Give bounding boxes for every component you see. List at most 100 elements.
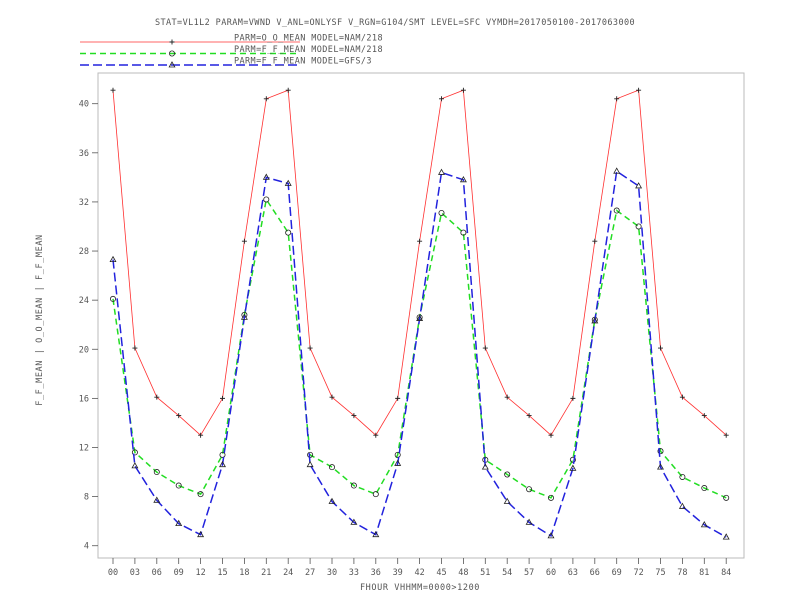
x-tick-label: 84 [721,568,731,578]
legend-label: PARM=F_F_MEAN MODEL=GFS/3 [234,57,372,67]
circle-marker [350,482,357,489]
triangle-marker [219,460,226,468]
circle-marker [153,469,160,476]
triangle-marker [481,463,489,470]
x-tick-label: 54 [502,568,512,578]
plus-marker [307,345,313,351]
plus-marker [351,413,357,419]
series-line [112,169,727,538]
x-tick-label: 69 [612,568,622,578]
x-tick-label: 81 [699,568,709,578]
triangle-marker [525,518,533,525]
x-tick-label: 21 [261,568,271,578]
plus-marker [658,345,663,351]
plus-marker [679,394,685,400]
x-tick-label: 39 [393,568,403,578]
x-tick-label: 66 [590,568,600,578]
y-tick-label: 28 [79,247,89,257]
y-tick-label: 4 [84,542,89,552]
circle-marker [460,229,467,236]
y-tick-label: 32 [79,198,89,208]
plus-marker [110,87,116,93]
legend: PARM=O_O_MEAN MODEL=NAM/218PARM=F_F_MEAN… [80,34,383,68]
plus-marker [460,87,466,93]
plus-marker [373,432,379,438]
circle-marker [285,229,292,236]
y-tick-label: 36 [79,149,89,159]
x-tick-label: 60 [546,568,556,578]
circle-marker [723,494,730,501]
circle-marker [657,448,664,455]
circle-marker [613,207,620,214]
x-tick-label: 09 [174,568,184,578]
y-tick-label: 24 [79,296,89,306]
triangle-marker [175,519,183,527]
plus-marker [176,413,182,419]
triangle-marker [350,518,358,525]
plus-marker [154,394,160,400]
triangle-marker [197,530,205,538]
plus-marker [439,96,444,102]
plus-marker [592,238,598,244]
triangle-marker [262,173,270,180]
x-axis-label: FHOUR VHHMM=0000>1200 [360,583,480,593]
triangle-marker [547,532,555,539]
x-tick-label: 00 [108,568,118,578]
plus-marker [614,96,620,102]
x-tick-label: 51 [480,568,490,578]
x-tick-label: 12 [195,568,205,578]
triangle-marker [635,182,643,189]
series-line [112,89,727,436]
y-axis: 4 8 12 16 20 24 28 32 36 40 [79,100,98,552]
triangle-marker [394,459,402,466]
plot-frame [97,72,745,559]
x-tick-label: 63 [568,568,578,578]
circle-marker [131,449,138,456]
plus-marker [482,345,488,351]
circle-marker [219,451,226,458]
circle-marker [197,491,204,498]
triangle-marker [569,464,577,471]
triangle-marker [416,314,424,321]
x-tick-label: 42 [414,568,424,578]
circle-marker [175,482,182,489]
circle-marker [328,464,335,471]
y-tick-label: 40 [79,100,89,110]
plus-marker [701,413,707,419]
series-1 [110,87,729,438]
plus-marker [198,432,204,438]
triangle-marker [372,530,380,538]
x-tick-label: 24 [283,568,293,578]
triangle-marker [613,167,621,174]
plus-marker [504,394,510,400]
plus-marker [132,345,138,351]
plus-marker [263,96,269,102]
y-tick-label: 16 [79,394,89,404]
series-layer [109,87,730,540]
y-tick-label: 8 [84,493,89,503]
circle-marker [569,456,576,463]
triangle-marker [240,313,248,320]
series-3 [109,167,730,540]
x-tick-label: 33 [349,568,359,578]
circle-marker [548,494,555,501]
legend-label: PARM=O_O_MEAN MODEL=NAM/218 [234,34,383,44]
circle-marker [438,209,445,216]
plus-marker [417,238,423,244]
triangle-marker [700,521,708,528]
x-tick-label: 06 [152,568,162,578]
triangle-marker [306,460,314,468]
legend-label: PARM=F_F_MEAN MODEL=NAM/218 [234,45,383,55]
plus-marker [636,87,642,93]
circle-marker [394,451,401,458]
y-axis-label: F_F_MEAN | O_O_MEAN | F_F_MEAN [35,234,45,406]
series-line [112,197,727,499]
circle-marker [110,295,117,302]
x-tick-label: 36 [371,568,381,578]
plus-marker [570,395,576,401]
y-tick-label: 12 [79,443,89,453]
triangle-marker [459,176,467,183]
plus-marker [395,395,401,401]
circle-marker [635,223,642,230]
